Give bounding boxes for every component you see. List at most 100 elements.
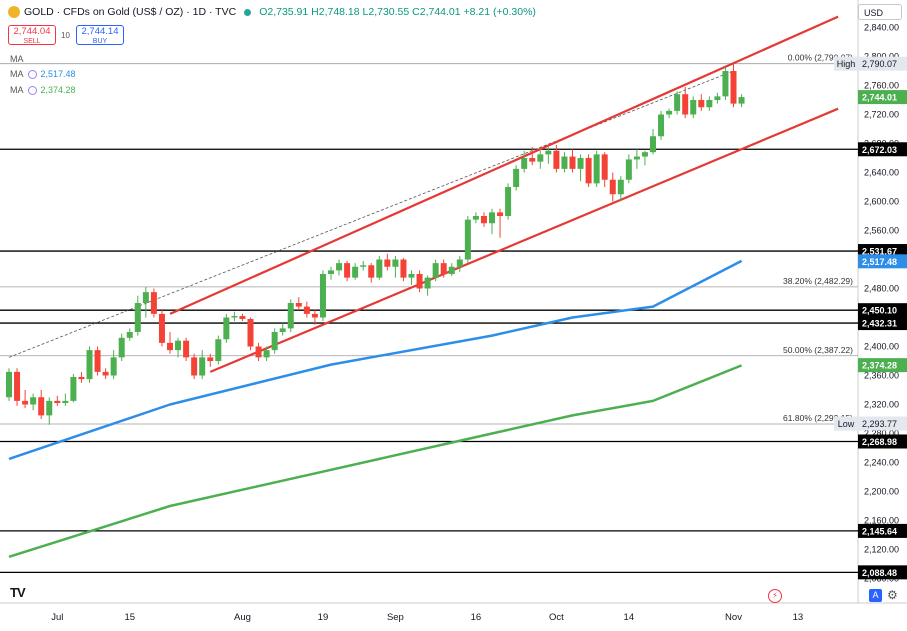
candle-body[interactable] xyxy=(86,350,93,380)
candle-body[interactable] xyxy=(207,357,214,361)
candle-body[interactable] xyxy=(617,179,624,195)
candle-body[interactable] xyxy=(432,263,439,278)
candle-body[interactable] xyxy=(505,187,512,216)
candle-body[interactable] xyxy=(489,212,495,224)
candle-body[interactable] xyxy=(690,100,697,115)
candle-body[interactable] xyxy=(38,397,45,416)
channel-upper-line[interactable] xyxy=(169,15,839,315)
candle-body[interactable] xyxy=(577,158,584,169)
candle-body[interactable] xyxy=(609,179,616,195)
candle-body[interactable] xyxy=(167,342,173,351)
candle-body[interactable] xyxy=(46,400,53,416)
candle-body[interactable] xyxy=(650,136,656,153)
candle-body[interactable] xyxy=(247,318,254,347)
order-quantity[interactable]: 10 xyxy=(61,31,70,40)
candle-body[interactable] xyxy=(464,219,471,260)
flash-icon[interactable]: ⚡ xyxy=(768,589,782,603)
candle-body[interactable] xyxy=(30,397,37,405)
ma1-legend[interactable]: MA 2,517.48 xyxy=(10,69,76,79)
candle-body[interactable] xyxy=(352,266,359,278)
currency-selector[interactable]: USD xyxy=(858,4,902,20)
candle-body[interactable] xyxy=(319,274,326,318)
candle-body[interactable] xyxy=(231,316,238,318)
candle-body[interactable] xyxy=(561,156,568,169)
candle-body[interactable] xyxy=(263,350,270,358)
sell-button[interactable]: 2,744.04 SELL xyxy=(8,25,56,45)
tradingview-logo-icon[interactable]: TV xyxy=(10,585,26,600)
candle-body[interactable] xyxy=(497,212,504,216)
candle-body[interactable] xyxy=(730,71,737,104)
dashed-trendline[interactable] xyxy=(8,70,734,358)
candle-body[interactable] xyxy=(295,303,302,307)
candle-body[interactable] xyxy=(456,259,463,267)
candle-body[interactable] xyxy=(303,306,310,314)
candle-body[interactable] xyxy=(714,96,721,100)
candle-body[interactable] xyxy=(529,158,536,162)
candle-body[interactable] xyxy=(625,159,632,180)
ma-settings-icon[interactable] xyxy=(27,85,37,95)
candle-body[interactable] xyxy=(78,376,85,380)
candle-body[interactable] xyxy=(239,316,246,319)
candle-body[interactable] xyxy=(94,350,101,372)
buy-button[interactable]: 2,744.14 BUY xyxy=(76,25,124,45)
candle-body[interactable] xyxy=(537,154,544,162)
candle-body[interactable] xyxy=(698,100,705,108)
candle-body[interactable] xyxy=(70,376,77,401)
symbol-title[interactable]: GOLD · CFDs on Gold (US$ / OZ) · 1D · TV… xyxy=(24,6,237,18)
candle-body[interactable] xyxy=(376,259,383,278)
candle-body[interactable] xyxy=(311,313,318,318)
candle-body[interactable] xyxy=(158,313,165,343)
candle-body[interactable] xyxy=(118,337,125,358)
ma1-line[interactable] xyxy=(8,259,743,461)
candle-body[interactable] xyxy=(480,216,487,224)
candle-body[interactable] xyxy=(706,100,713,108)
candle-body[interactable] xyxy=(287,303,294,329)
candle-body[interactable] xyxy=(215,339,222,361)
ma2-line[interactable] xyxy=(8,364,743,558)
candle-body[interactable] xyxy=(521,158,528,169)
ma-settings-icon[interactable] xyxy=(27,69,37,79)
ma-label-row[interactable]: MA xyxy=(10,54,24,64)
gear-icon[interactable]: ⚙ xyxy=(887,588,898,602)
candle-body[interactable] xyxy=(102,371,109,376)
candle-body[interactable] xyxy=(110,357,117,376)
candle-body[interactable] xyxy=(6,371,12,398)
ma2-legend[interactable]: MA 2,374.28 xyxy=(10,85,76,95)
candle-body[interactable] xyxy=(368,265,375,278)
candle-body[interactable] xyxy=(440,263,447,274)
candle-body[interactable] xyxy=(674,94,681,111)
candle-body[interactable] xyxy=(545,150,552,155)
candle-body[interactable] xyxy=(150,292,157,314)
auto-scale-icon[interactable]: A xyxy=(869,589,882,602)
candle-body[interactable] xyxy=(344,263,351,278)
candle-body[interactable] xyxy=(360,265,367,267)
candle-body[interactable] xyxy=(336,263,343,271)
candle-body[interactable] xyxy=(593,154,600,184)
candle-body[interactable] xyxy=(666,110,673,115)
candle-body[interactable] xyxy=(472,216,479,220)
candle-body[interactable] xyxy=(142,292,149,303)
candle-body[interactable] xyxy=(400,259,407,278)
candle-body[interactable] xyxy=(279,328,286,332)
candle-body[interactable] xyxy=(271,332,278,351)
candle-body[interactable] xyxy=(641,152,648,157)
candle-body[interactable] xyxy=(223,317,230,340)
candle-body[interactable] xyxy=(392,259,399,267)
candle-body[interactable] xyxy=(134,303,141,332)
candle-body[interactable] xyxy=(328,270,334,274)
candle-body[interactable] xyxy=(62,400,69,404)
candle-body[interactable] xyxy=(722,71,729,97)
channel-lower-line[interactable] xyxy=(209,107,839,373)
candle-body[interactable] xyxy=(569,156,576,169)
candle-body[interactable] xyxy=(633,156,640,160)
candle-body[interactable] xyxy=(175,340,182,351)
candle-body[interactable] xyxy=(255,346,262,358)
candle-body[interactable] xyxy=(513,168,520,187)
candle-body[interactable] xyxy=(682,94,689,115)
candle-body[interactable] xyxy=(553,150,560,169)
candle-body[interactable] xyxy=(126,332,133,338)
candle-body[interactable] xyxy=(14,371,21,401)
candle-body[interactable] xyxy=(601,154,608,180)
candle-body[interactable] xyxy=(424,277,431,289)
